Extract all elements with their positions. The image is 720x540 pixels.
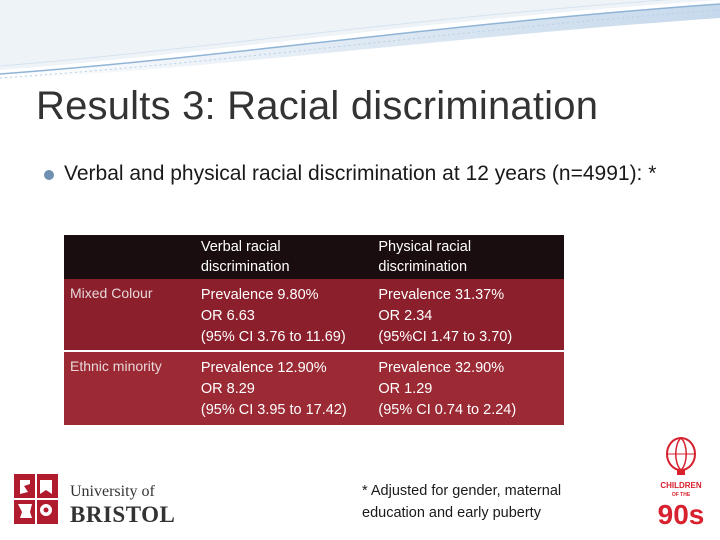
- footnote: * Adjusted for gender, maternal educatio…: [362, 483, 562, 521]
- cell-line: OR 2.34: [378, 308, 433, 324]
- cell-line: Prevalence 12.90%: [200, 360, 327, 376]
- cell-line: (95% CI 0.74 to 2.24): [378, 402, 517, 418]
- table-header-cell: Verbal racial discrimination: [193, 235, 373, 279]
- cell-line: (95%CI 1.47 to 3.70): [378, 329, 513, 345]
- table-cell: Prevalence 12.90% OR 8.29 (95% CI 3.95 t…: [192, 350, 373, 425]
- header-physical: Physical racial discrimination: [378, 239, 472, 275]
- table-row: Mixed Colour Prevalence 9.80% OR 6.63 (9…: [64, 279, 564, 351]
- bristol-crest-icon: [14, 474, 58, 524]
- table-header-row: Verbal racial discrimination Physical ra…: [64, 235, 564, 279]
- bristol-logo-line2: BRISTOL: [70, 502, 175, 527]
- cell-line: (95% CI 3.76 to 11.69): [200, 329, 346, 345]
- cell-line: (95% CI 3.95 to 17.42): [200, 402, 347, 418]
- c90-logo-line2: OF THE: [672, 492, 691, 498]
- table-cell: Prevalence 32.90% OR 1.29 (95% CI 0.74 t…: [372, 350, 564, 425]
- table-header-cell: Physical racial discrimination: [372, 235, 564, 279]
- cell-line: OR 6.63: [200, 308, 255, 324]
- table-cell: Prevalence 31.37% OR 2.34 (95%CI 1.47 to…: [372, 279, 564, 351]
- bullet-text: Verbal and physical racial discriminatio…: [64, 162, 657, 185]
- university-of-bristol-logo: University of BRISTOL: [14, 474, 175, 527]
- cell-line: OR 8.29: [200, 381, 255, 397]
- bristol-logo-line1: University of: [70, 483, 156, 500]
- bullet-dot-icon: [44, 170, 54, 180]
- children-of-the-90s-logo: CHILDREN OF THE 90s: [658, 437, 705, 530]
- cell-line: OR 1.29: [378, 381, 433, 397]
- header-verbal: Verbal racial discrimination: [200, 239, 290, 275]
- table-row: Ethnic minority Prevalence 12.90% OR 8.2…: [64, 350, 564, 425]
- row-label: Mixed Colour: [70, 285, 153, 301]
- cell-line: Prevalence 9.80%: [200, 287, 319, 303]
- table-header-cell: [64, 235, 193, 279]
- slide-title: Results 3: Racial discrimination: [36, 84, 599, 128]
- cell-line: Prevalence 32.90%: [378, 360, 505, 376]
- table-cell: Prevalence 9.80% OR 6.63 (95% CI 3.76 to…: [193, 279, 373, 351]
- cell-line: Prevalence 31.37%: [378, 287, 505, 303]
- row-label: Ethnic minority: [64, 350, 193, 425]
- c90-logo-line3: 90s: [658, 499, 705, 530]
- bullet-item: Verbal and physical racial discriminatio…: [44, 160, 684, 188]
- header-banner: [0, 0, 720, 80]
- balloon-icon: [666, 437, 696, 475]
- results-table: Verbal racial discrimination Physical ra…: [64, 235, 564, 425]
- c90-logo-line1: CHILDREN: [660, 481, 702, 490]
